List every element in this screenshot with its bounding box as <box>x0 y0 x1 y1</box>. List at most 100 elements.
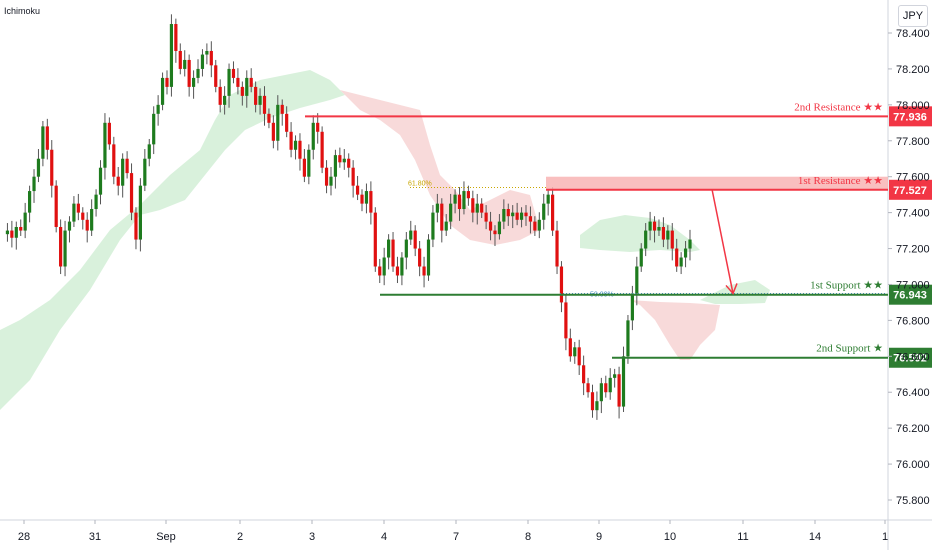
candle-bullish <box>400 257 404 276</box>
candle-bullish <box>245 77 249 96</box>
candle-bullish <box>311 122 315 150</box>
candle-bearish <box>355 185 360 195</box>
candle-bullish <box>431 212 435 240</box>
candle-bearish <box>262 95 267 114</box>
candle-bullish <box>103 122 107 168</box>
candle-bullish <box>639 248 643 267</box>
candle-bearish <box>50 149 54 186</box>
candle-bearish <box>604 383 608 393</box>
candle-bullish <box>293 140 298 150</box>
candle-bearish <box>254 86 258 105</box>
candle-bullish <box>329 176 333 186</box>
y-tick-label: 75.800 <box>896 495 930 507</box>
candle-bullish <box>147 144 151 159</box>
y-tick-label: 78.000 <box>896 100 930 112</box>
candle-bullish <box>23 212 27 231</box>
resistance-zone <box>546 176 888 190</box>
candle-bearish <box>617 374 621 407</box>
candle-bullish <box>382 257 386 276</box>
candle-bearish <box>551 194 555 231</box>
x-tick-label: 4 <box>381 531 387 543</box>
candle-bullish <box>613 374 617 378</box>
candle-bearish <box>488 221 493 231</box>
candle-bearish <box>422 266 426 276</box>
candle-bearish <box>391 239 395 267</box>
candle-bullish <box>608 377 612 393</box>
candle-bearish <box>85 219 89 231</box>
level-price-2: 76.943 <box>893 290 927 302</box>
candle-bearish <box>218 86 222 105</box>
y-tick-label: 76.000 <box>896 459 930 471</box>
candle-bearish <box>338 155 342 163</box>
candle-bullish <box>223 95 227 105</box>
projection-arrow-line <box>711 189 734 294</box>
candle-bullish <box>143 158 147 186</box>
candle-bearish <box>10 230 14 238</box>
candle-bullish <box>688 239 692 249</box>
candle-bullish <box>599 383 603 402</box>
candle-bullish <box>666 230 670 240</box>
candle-bearish <box>116 176 120 186</box>
candle-bullish <box>595 401 599 411</box>
candle-bullish <box>67 221 72 231</box>
y-tick-label: 78.200 <box>896 64 930 76</box>
candle-bullish <box>32 176 36 192</box>
candle-bearish <box>174 24 178 51</box>
level-price-box-3 <box>889 347 932 368</box>
candle-bullish <box>200 54 205 69</box>
candle-bearish <box>187 59 191 87</box>
ichimoku-cloud-bullish <box>0 70 345 410</box>
candle-bearish <box>515 212 519 220</box>
candle-bullish <box>27 191 32 213</box>
candle-bearish <box>559 266 564 303</box>
candle-bearish <box>555 230 559 267</box>
candle-bearish <box>271 122 275 141</box>
candle-bearish <box>249 77 253 87</box>
level-price-box-1 <box>889 179 932 200</box>
candle-bearish <box>652 221 657 231</box>
candle-bullish <box>630 293 634 321</box>
candle-bullish <box>621 356 626 407</box>
candle-bearish <box>373 212 377 267</box>
candle-bearish <box>107 122 111 145</box>
candle-bullish <box>90 209 94 231</box>
candle-bearish <box>524 212 528 217</box>
candle-bullish <box>644 230 648 249</box>
candle-bearish <box>214 65 218 87</box>
candle-bearish <box>590 392 595 411</box>
candle-bullish <box>409 230 413 240</box>
candle-bearish <box>324 167 329 186</box>
candle-bearish <box>506 209 510 217</box>
candle-bearish <box>76 203 80 213</box>
y-tick-label: 77.600 <box>896 172 930 184</box>
candle-bearish <box>54 185 58 227</box>
x-tick-label: 7 <box>453 531 459 543</box>
candle-bearish <box>209 50 213 66</box>
y-tick-label: 78.400 <box>896 28 930 40</box>
candle-bearish <box>19 226 23 231</box>
indicator-label: Ichimoku <box>4 6 41 16</box>
candle-bearish <box>670 230 674 249</box>
candle-bearish <box>369 191 373 213</box>
y-tick-label: 76.600 <box>896 351 930 363</box>
candle-bullish <box>475 203 479 213</box>
candle-bullish <box>537 219 541 231</box>
candle-bearish <box>165 77 169 87</box>
candle-bullish <box>333 155 338 177</box>
ichimoku-cloud-bullish-3 <box>700 280 770 304</box>
candle-bullish <box>156 104 160 114</box>
candle-bearish <box>528 216 533 222</box>
currency-button[interactable]: JPY <box>898 5 928 27</box>
projection-arrow-head <box>725 283 738 295</box>
level-price-box-2 <box>889 284 932 305</box>
candle-bullish <box>191 77 196 87</box>
level-price-box-0 <box>889 106 932 127</box>
ichimoku-cloud-bullish-2 <box>580 215 700 252</box>
candle-bearish <box>59 226 63 267</box>
x-tick-label: 8 <box>525 531 531 543</box>
candle-bullish <box>152 113 156 145</box>
candle-bearish <box>351 167 355 186</box>
candle-bearish <box>395 266 400 276</box>
candle-bullish <box>183 59 187 69</box>
